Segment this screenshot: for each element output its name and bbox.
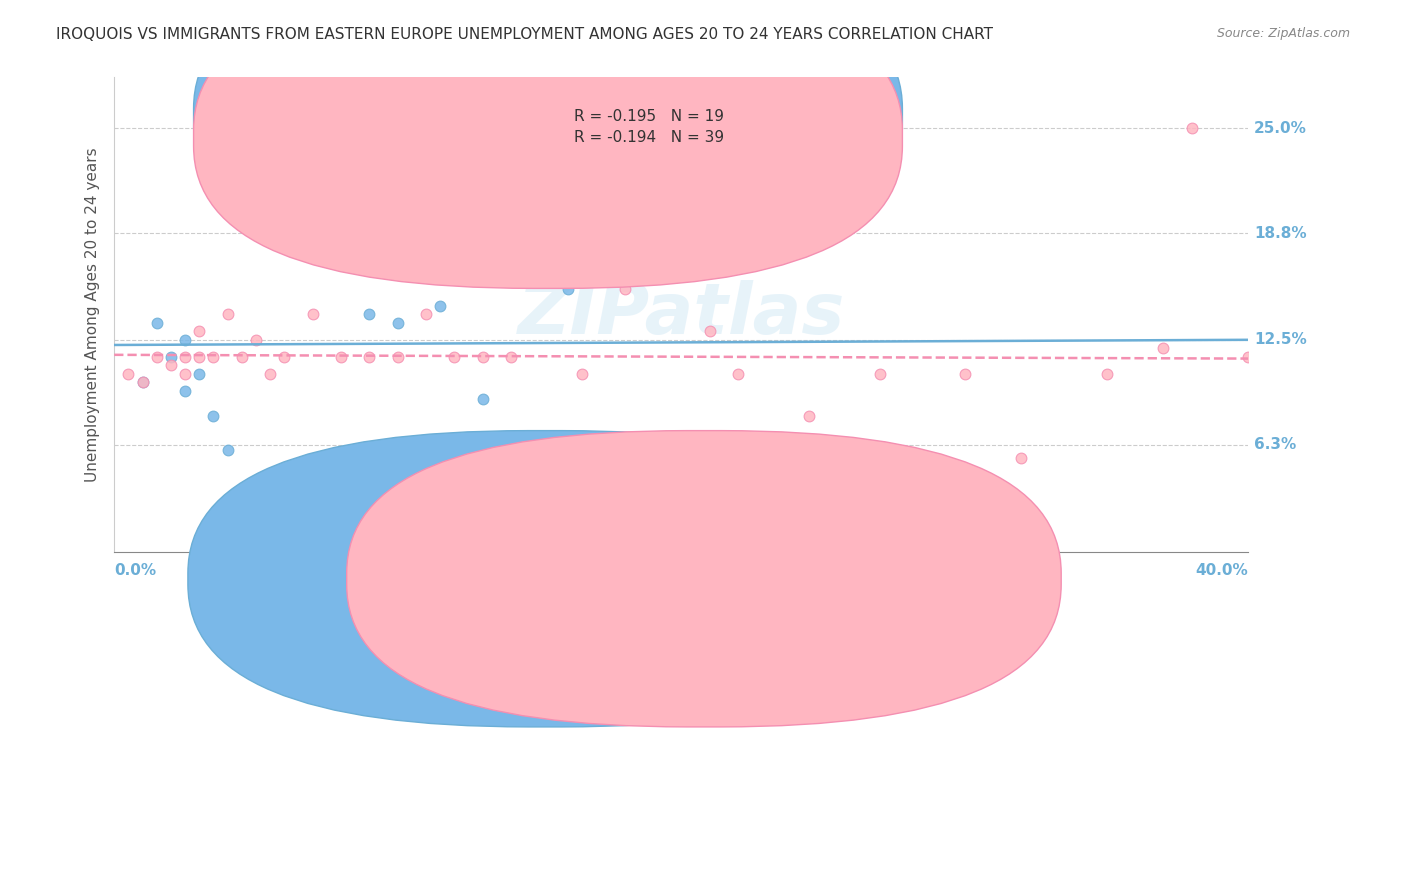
Text: Immigrants from Eastern Europe: Immigrants from Eastern Europe — [647, 580, 897, 595]
Point — [188, 350, 211, 364]
Point — [202, 409, 225, 423]
Point — [471, 350, 494, 364]
Point — [471, 392, 494, 406]
Point — [443, 350, 465, 364]
Point — [557, 282, 579, 296]
Point — [202, 350, 225, 364]
Point — [359, 350, 381, 364]
Point — [174, 350, 197, 364]
Text: 18.8%: 18.8% — [1254, 226, 1306, 241]
Point — [174, 384, 197, 398]
Point — [1152, 342, 1174, 356]
Point — [501, 350, 523, 364]
Point — [131, 375, 153, 389]
Point — [160, 350, 183, 364]
Text: 0.0%: 0.0% — [114, 564, 156, 578]
Y-axis label: Unemployment Among Ages 20 to 24 years: Unemployment Among Ages 20 to 24 years — [86, 147, 100, 482]
Point — [188, 367, 211, 381]
Point — [1095, 367, 1118, 381]
Point — [415, 308, 437, 322]
Text: R = -0.194   N = 39: R = -0.194 N = 39 — [574, 130, 724, 145]
Point — [655, 434, 678, 449]
Point — [160, 358, 183, 372]
Text: Iroquois: Iroquois — [560, 580, 621, 595]
Text: R = -0.195   N = 19: R = -0.195 N = 19 — [574, 109, 724, 124]
Text: Source: ZipAtlas.com: Source: ZipAtlas.com — [1216, 27, 1350, 40]
Point — [797, 409, 820, 423]
Point — [330, 350, 353, 364]
Point — [301, 308, 323, 322]
Point — [145, 316, 167, 330]
FancyBboxPatch shape — [347, 431, 1062, 727]
Point — [131, 375, 153, 389]
Point — [613, 282, 636, 296]
Point — [259, 367, 281, 381]
Point — [273, 350, 295, 364]
Text: 40.0%: 40.0% — [1195, 564, 1249, 578]
FancyBboxPatch shape — [512, 99, 828, 156]
Text: 12.5%: 12.5% — [1254, 333, 1306, 347]
Point — [273, 231, 295, 245]
Point — [429, 299, 451, 313]
Point — [344, 146, 367, 161]
Point — [529, 434, 551, 449]
Point — [571, 367, 593, 381]
Point — [231, 350, 253, 364]
Text: ZIPatlas: ZIPatlas — [517, 280, 845, 349]
Point — [359, 308, 381, 322]
Point — [217, 308, 239, 322]
Text: IROQUOIS VS IMMIGRANTS FROM EASTERN EUROPE UNEMPLOYMENT AMONG AGES 20 TO 24 YEAR: IROQUOIS VS IMMIGRANTS FROM EASTERN EURO… — [56, 27, 993, 42]
FancyBboxPatch shape — [188, 431, 903, 727]
Point — [387, 350, 409, 364]
FancyBboxPatch shape — [194, 0, 903, 288]
Point — [217, 442, 239, 457]
Text: 25.0%: 25.0% — [1254, 120, 1306, 136]
Point — [174, 367, 197, 381]
Point — [188, 325, 211, 339]
Point — [1237, 350, 1260, 364]
Point — [117, 367, 139, 381]
Point — [699, 325, 721, 339]
Point — [174, 333, 197, 347]
Point — [145, 350, 167, 364]
FancyBboxPatch shape — [194, 0, 903, 267]
Point — [245, 333, 267, 347]
Point — [869, 367, 891, 381]
Text: 6.3%: 6.3% — [1254, 437, 1296, 452]
Point — [1181, 121, 1204, 136]
Point — [387, 316, 409, 330]
Point — [1011, 451, 1033, 466]
Point — [727, 367, 749, 381]
Point — [953, 367, 976, 381]
